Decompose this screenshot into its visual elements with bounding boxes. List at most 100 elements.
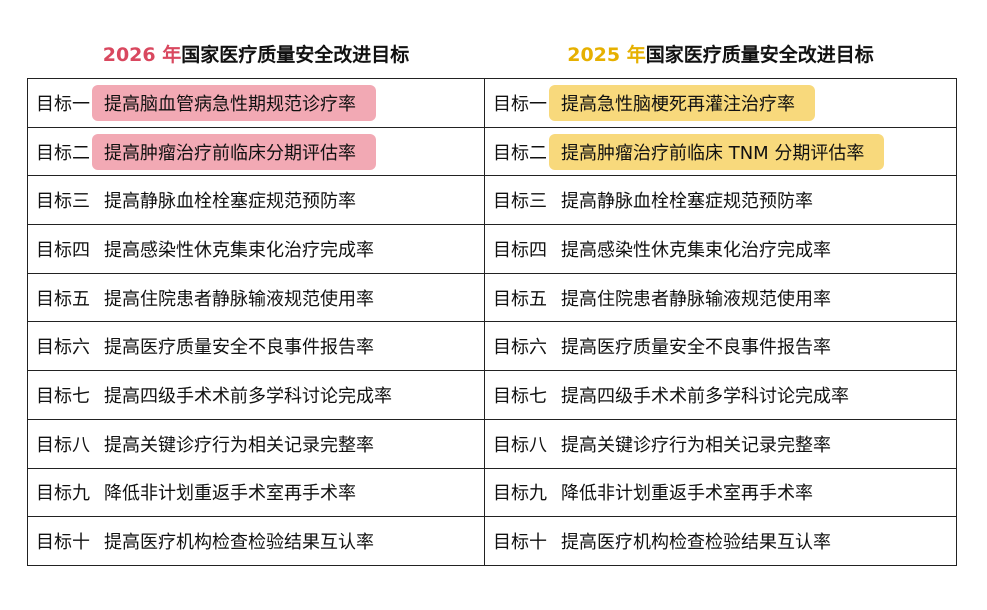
goal-text: 提高感染性休克集束化治疗完成率 bbox=[104, 239, 374, 261]
goal-label: 目标十 bbox=[36, 532, 90, 554]
goal-label: 目标九 bbox=[493, 483, 547, 505]
goal: 目标二 提高肿瘤治疗前临床分期评估率 bbox=[28, 133, 484, 170]
goal-text: 提高脑血管病急性期规范诊疗率 bbox=[92, 84, 376, 121]
goal-cell: 目标十 提高医疗机构检查检验结果互认率 bbox=[27, 516, 485, 566]
goal: 目标十 提高医疗机构检查检验结果互认率 bbox=[485, 523, 956, 559]
goal-cell: 目标十 提高医疗机构检查检验结果互认率 bbox=[484, 516, 957, 566]
goal-row: 目标三 提高静脉血栓栓塞症规范预防率 bbox=[27, 175, 485, 226]
goal-text: 提高关键诊疗行为相关记录完整率 bbox=[104, 434, 374, 456]
goal-cell: 目标九 降低非计划重返手术室再手术率 bbox=[27, 467, 485, 518]
goal-text: 提高医疗机构检查检验结果互认率 bbox=[561, 532, 831, 554]
title-text: 国家医疗质量安全改进目标 bbox=[645, 44, 874, 66]
goal: 目标十 提高医疗机构检查检验结果互认率 bbox=[28, 523, 484, 559]
goal-text: 提高四级手术术前多学科讨论完成率 bbox=[104, 385, 392, 407]
goal-row: 目标四 提高感染性休克集束化治疗完成率 bbox=[27, 224, 485, 274]
goal-cell: 目标五 提高住院患者静脉输液规范使用率 bbox=[27, 272, 485, 323]
goal-text: 提高感染性休克集束化治疗完成率 bbox=[561, 239, 831, 261]
goal: 目标七 提高四级手术术前多学科讨论完成率 bbox=[28, 377, 484, 413]
goal-row: 目标六 提高医疗质量安全不良事件报告率 bbox=[27, 321, 485, 372]
goal-text: 提高肿瘤治疗前临床分期评估率 bbox=[92, 133, 376, 170]
goal-label: 目标一 bbox=[493, 93, 547, 115]
goal: 目标一 提高急性脑梗死再灌注治疗率 bbox=[485, 84, 956, 121]
goal: 目标三 提高静脉血栓栓塞症规范预防率 bbox=[485, 182, 956, 218]
goal-text: 降低非计划重返手术室再手术率 bbox=[104, 483, 356, 505]
goal-label: 目标七 bbox=[493, 385, 547, 407]
goal-label: 目标四 bbox=[493, 239, 547, 261]
goal-label: 目标二 bbox=[493, 142, 547, 164]
goal-row: 目标二 提高肿瘤治疗前临床分期评估率 bbox=[27, 126, 485, 177]
goal-row: 目标一 提高脑血管病急性期规范诊疗率 bbox=[27, 78, 485, 128]
goal-row: 目标八 提高关键诊疗行为相关记录完整率 bbox=[27, 418, 485, 469]
goal-row: 目标二 提高肿瘤治疗前临床 TNM 分期评估率 bbox=[484, 126, 957, 177]
title-year: 2026 年 bbox=[102, 44, 182, 66]
goal-text: 提高静脉血栓栓塞症规范预防率 bbox=[104, 191, 356, 213]
goal-cell: 目标二 提高肿瘤治疗前临床 TNM 分期评估率 bbox=[484, 126, 957, 177]
goal: 目标九 降低非计划重返手术室再手术率 bbox=[485, 474, 956, 510]
goal-cell: 目标九 降低非计划重返手术室再手术率 bbox=[484, 467, 957, 518]
goal-text: 提高住院患者静脉输液规范使用率 bbox=[104, 288, 374, 310]
goal-cell: 目标四 提高感染性休克集束化治疗完成率 bbox=[484, 224, 957, 274]
goal-label: 目标五 bbox=[36, 288, 90, 310]
goal-text: 提高四级手术术前多学科讨论完成率 bbox=[561, 385, 849, 407]
goal-label: 目标一 bbox=[36, 93, 90, 115]
goal-cell: 目标八 提高关键诊疗行为相关记录完整率 bbox=[484, 418, 957, 469]
goal-row: 目标八 提高关键诊疗行为相关记录完整率 bbox=[484, 418, 957, 469]
goals-table: 目标一 提高脑血管病急性期规范诊疗率 目标二 提高肿瘤治疗前临床分期评估率 目标三 提高静… bbox=[27, 78, 485, 566]
goal-label: 目标三 bbox=[36, 191, 90, 213]
goal-cell: 目标四 提高感染性休克集束化治疗完成率 bbox=[27, 224, 485, 274]
goal-cell: 目标五 提高住院患者静脉输液规范使用率 bbox=[484, 272, 957, 323]
goal: 目标二 提高肿瘤治疗前临床 TNM 分期评估率 bbox=[485, 133, 956, 170]
title-text: 国家医疗质量安全改进目标 bbox=[181, 44, 410, 66]
goal: 目标八 提高关键诊疗行为相关记录完整率 bbox=[28, 426, 484, 462]
goal: 目标七 提高四级手术术前多学科讨论完成率 bbox=[485, 377, 956, 413]
table-title: 2025 年国家医疗质量安全改进目标 bbox=[484, 40, 957, 67]
goal-row: 目标五 提高住院患者静脉输液规范使用率 bbox=[484, 272, 957, 323]
goal: 目标九 降低非计划重返手术室再手术率 bbox=[28, 474, 484, 510]
goal-row: 目标六 提高医疗质量安全不良事件报告率 bbox=[484, 321, 957, 372]
goal-text: 提高关键诊疗行为相关记录完整率 bbox=[561, 434, 831, 456]
goal-row: 目标七 提高四级手术术前多学科讨论完成率 bbox=[484, 370, 957, 420]
goal-text: 提高住院患者静脉输液规范使用率 bbox=[561, 288, 831, 310]
goal-label: 目标八 bbox=[493, 434, 547, 456]
goal-cell: 目标六 提高医疗质量安全不良事件报告率 bbox=[27, 321, 485, 372]
goals-table: 目标一 提高急性脑梗死再灌注治疗率 目标二 提高肿瘤治疗前临床 TNM 分期评估率 目标… bbox=[484, 78, 957, 566]
goal-text: 提高医疗质量安全不良事件报告率 bbox=[104, 337, 374, 359]
goal-row: 目标一 提高急性脑梗死再灌注治疗率 bbox=[484, 78, 957, 128]
goal-text: 提高肿瘤治疗前临床 TNM 分期评估率 bbox=[549, 133, 885, 170]
goal: 目标一 提高脑血管病急性期规范诊疗率 bbox=[28, 84, 484, 121]
goal-row: 目标十 提高医疗机构检查检验结果互认率 bbox=[27, 516, 485, 566]
goal-cell: 目标八 提高关键诊疗行为相关记录完整率 bbox=[27, 418, 485, 469]
goal-row: 目标九 降低非计划重返手术室再手术率 bbox=[484, 467, 957, 518]
goal-label: 目标四 bbox=[36, 239, 90, 261]
goal-text: 提高急性脑梗死再灌注治疗率 bbox=[549, 84, 815, 121]
title-year: 2025 年 bbox=[567, 44, 646, 66]
goal-label: 目标六 bbox=[493, 337, 547, 359]
goal-text: 提高静脉血栓栓塞症规范预防率 bbox=[561, 191, 813, 213]
goal-label: 目标三 bbox=[493, 191, 547, 213]
goal-row: 目标三 提高静脉血栓栓塞症规范预防率 bbox=[484, 175, 957, 226]
goal-cell: 目标二 提高肿瘤治疗前临床分期评估率 bbox=[27, 126, 485, 177]
goal: 目标四 提高感染性休克集束化治疗完成率 bbox=[485, 231, 956, 267]
goal-label: 目标十 bbox=[493, 532, 547, 554]
goal: 目标六 提高医疗质量安全不良事件报告率 bbox=[28, 328, 484, 364]
goal-row: 目标十 提高医疗机构检查检验结果互认率 bbox=[484, 516, 957, 566]
goal: 目标四 提高感染性休克集束化治疗完成率 bbox=[28, 231, 484, 267]
table-title: 2026 年国家医疗质量安全改进目标 bbox=[27, 40, 485, 67]
goal-text: 提高医疗机构检查检验结果互认率 bbox=[104, 532, 374, 554]
goal-row: 目标五 提高住院患者静脉输液规范使用率 bbox=[27, 272, 485, 323]
goal-label: 目标九 bbox=[36, 483, 90, 505]
goal: 目标五 提高住院患者静脉输液规范使用率 bbox=[28, 280, 484, 316]
goal-cell: 目标一 提高脑血管病急性期规范诊疗率 bbox=[27, 78, 485, 128]
goal-label: 目标七 bbox=[36, 385, 90, 407]
goal: 目标三 提高静脉血栓栓塞症规范预防率 bbox=[28, 182, 484, 218]
goal-label: 目标八 bbox=[36, 434, 90, 456]
goal-cell: 目标三 提高静脉血栓栓塞症规范预防率 bbox=[484, 175, 957, 226]
goal-row: 目标九 降低非计划重返手术室再手术率 bbox=[27, 467, 485, 518]
goal-label: 目标二 bbox=[36, 142, 90, 164]
goal: 目标六 提高医疗质量安全不良事件报告率 bbox=[485, 328, 956, 364]
goal-label: 目标六 bbox=[36, 337, 90, 359]
goal-cell: 目标一 提高急性脑梗死再灌注治疗率 bbox=[484, 78, 957, 128]
goal-text: 提高医疗质量安全不良事件报告率 bbox=[561, 337, 831, 359]
goal-label: 目标五 bbox=[493, 288, 547, 310]
